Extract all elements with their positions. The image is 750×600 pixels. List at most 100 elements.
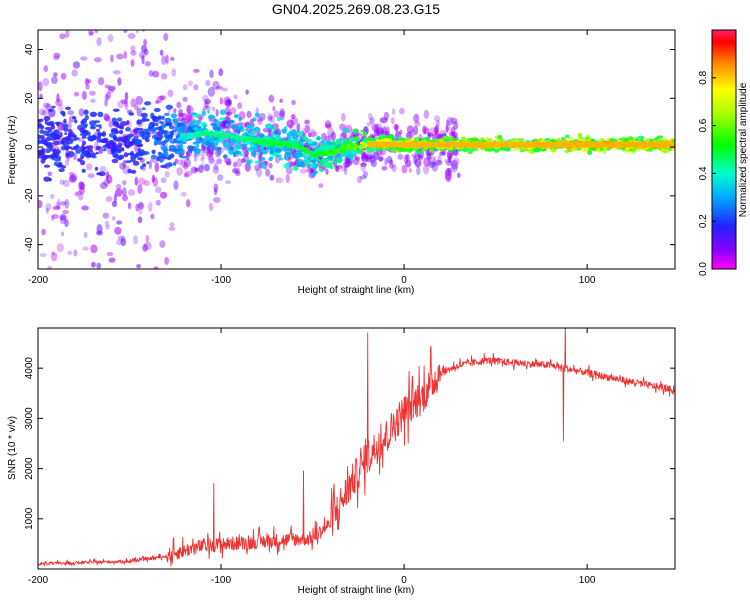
spectrogram-cell <box>200 157 205 162</box>
spectrogram-cell <box>83 109 89 115</box>
spectrogram-cell <box>73 134 77 138</box>
spectrogram-cell <box>299 168 307 174</box>
spectrogram-ridge <box>316 150 320 154</box>
spectrogram-cell <box>145 234 149 243</box>
spectrogram-cell <box>97 77 105 86</box>
spectrogram-cell <box>62 313 68 323</box>
spectrogram-cell <box>65 30 70 38</box>
spectrogram-cell <box>137 177 146 185</box>
spectrogram-cell <box>413 148 416 152</box>
spectrogram-cell <box>227 119 235 124</box>
spectrogram-cell <box>139 132 143 137</box>
x-tick-label: -100 <box>211 575 231 586</box>
spectrogram-cell <box>289 161 296 167</box>
spectrogram-cell <box>170 113 177 119</box>
spectrogram-cell <box>382 126 387 135</box>
spectrogram-cell <box>203 124 207 128</box>
spectrogram-cell <box>136 144 143 148</box>
x-tick-label: 100 <box>579 275 596 286</box>
spectrogram-cell <box>179 142 183 148</box>
spectrogram-ridge <box>248 136 254 141</box>
spectrogram-cell <box>107 34 114 43</box>
spectrogram-cell <box>104 220 110 227</box>
spectrogram-cell <box>431 162 438 172</box>
spectrogram-ridge <box>186 133 192 138</box>
spectrogram-cell <box>268 157 273 162</box>
spectrogram-cell <box>59 33 66 40</box>
spectrogram-cell <box>268 162 273 169</box>
spectrogram-cell <box>52 56 60 61</box>
spectrogram-cell <box>58 168 65 173</box>
spectrogram-cell <box>74 119 78 124</box>
spectrogram-cell <box>229 150 234 155</box>
spectrogram-cell <box>143 180 151 187</box>
spectrogram-cell <box>83 231 88 239</box>
spectrogram-cell <box>65 147 69 151</box>
spectrogram-cell <box>324 135 331 142</box>
spectrogram-cell <box>163 151 169 157</box>
spectrogram-cell <box>159 240 166 249</box>
spectrogram-cell <box>193 84 199 91</box>
spectrogram-cell <box>230 107 237 115</box>
spectrogram-cell <box>427 132 434 137</box>
spectrogram-cell <box>422 165 430 175</box>
spectrogram-cell <box>125 127 131 132</box>
spectrogram-cell <box>84 78 90 86</box>
spectrogram-cell <box>272 126 277 132</box>
spectrogram-cell <box>355 149 363 154</box>
spectrogram-cell <box>51 23 58 27</box>
spectrogram-cell <box>59 201 67 206</box>
spectrogram-cell <box>115 349 119 354</box>
spectrogram-cell <box>386 148 392 151</box>
spectrogram-ridge <box>223 134 230 138</box>
spectrogram-cell <box>236 158 243 168</box>
spectrogram-cell <box>433 126 439 135</box>
spectrogram-cell <box>261 162 266 169</box>
spectrogram-cell <box>286 119 295 128</box>
spectrogram-cell <box>243 143 248 147</box>
spectrogram-cell <box>302 136 308 141</box>
spectrogram-cell <box>159 191 168 199</box>
spectrogram-cell <box>314 170 318 175</box>
spectrogram-cell <box>136 119 142 125</box>
spectrogram-cell <box>144 137 150 143</box>
spectrogram-cell <box>133 128 139 133</box>
spectrogram-cell <box>333 160 338 163</box>
spectrogram-cell <box>58 11 65 18</box>
spectrogram-cell <box>78 180 85 186</box>
spectrogram-cell <box>40 134 45 141</box>
spectrogram-cell <box>48 148 54 152</box>
spectrogram-cell <box>273 145 279 150</box>
spectrogram-ridge <box>269 143 274 147</box>
spectrogram-cell <box>161 115 165 121</box>
spectrogram-cell <box>86 163 93 171</box>
spectrogram-ylabel: Frequency (Hz) <box>7 116 18 185</box>
spectrogram-cell <box>136 264 142 269</box>
spectrogram-cell <box>146 3 152 8</box>
y-tick-label: 40 <box>24 44 35 56</box>
spectrogram-cell <box>244 149 249 158</box>
spectrogram-cell <box>493 148 500 153</box>
spectrogram-cell <box>217 137 225 143</box>
spectrogram-cell <box>71 296 79 300</box>
spectrogram-cell <box>136 107 142 117</box>
spectrogram-cell <box>180 159 186 169</box>
spectrogram-cell <box>64 198 70 209</box>
spectrogram-cell <box>285 173 290 184</box>
spectrogram-cell <box>74 192 79 197</box>
spectrogram-cell <box>325 168 329 175</box>
spectrogram-ridge <box>199 132 204 137</box>
spectrogram-cell <box>399 107 405 115</box>
spectrogram-cell <box>170 56 175 62</box>
spectrogram-cell <box>128 141 133 147</box>
spectrogram-cell <box>170 148 178 153</box>
spectrogram-cell <box>246 110 252 119</box>
spectrogram-cell <box>112 108 120 112</box>
spectrogram-cell <box>450 163 458 173</box>
spectrogram-cell <box>214 120 222 125</box>
spectrogram-cell <box>258 113 266 121</box>
spectrogram-cell <box>415 149 420 155</box>
spectrogram-cell <box>167 137 173 141</box>
spectrogram-cell <box>344 158 350 169</box>
